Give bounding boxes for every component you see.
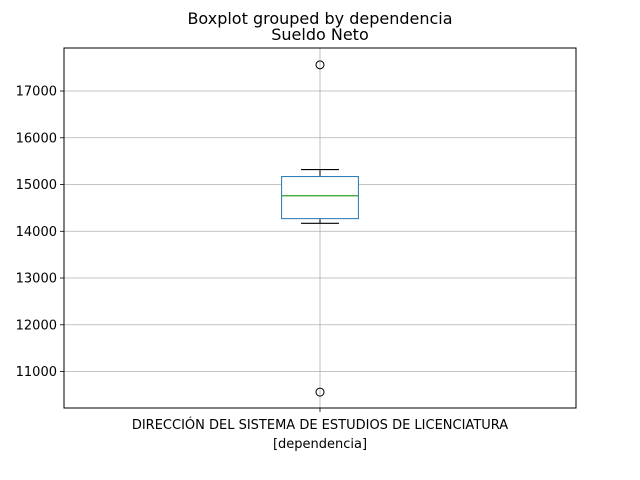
y-tick-label: 11000: [16, 365, 57, 380]
y-tick-label: 13000: [16, 272, 57, 287]
y-tick-label: 15000: [16, 178, 57, 193]
tick-layer: 11000 12000 13000 14000 15000 16000 17000 DIREC…: [16, 85, 509, 433]
chart-suptitle: Boxplot grouped by dependencia: [187, 9, 452, 28]
y-tick-label: 12000: [16, 318, 57, 333]
box-layer: [281, 60, 359, 397]
y-tick-label: 17000: [16, 85, 57, 100]
outlier-point: [315, 60, 325, 70]
plot-area-frame: [63, 47, 577, 409]
chart-title: Sueldo Neto: [271, 25, 369, 44]
grid-layer: [64, 48, 576, 408]
x-tick-label: DIRECCIÓN DEL SISTEMA DE ESTUDIOS DE LIC…: [132, 417, 508, 433]
x-axis-label: [dependencia]: [273, 437, 367, 452]
outlier-point: [315, 387, 325, 397]
iqr-box: [281, 176, 359, 220]
y-tick-label: 14000: [16, 225, 57, 240]
y-tick-label: 16000: [16, 131, 57, 146]
